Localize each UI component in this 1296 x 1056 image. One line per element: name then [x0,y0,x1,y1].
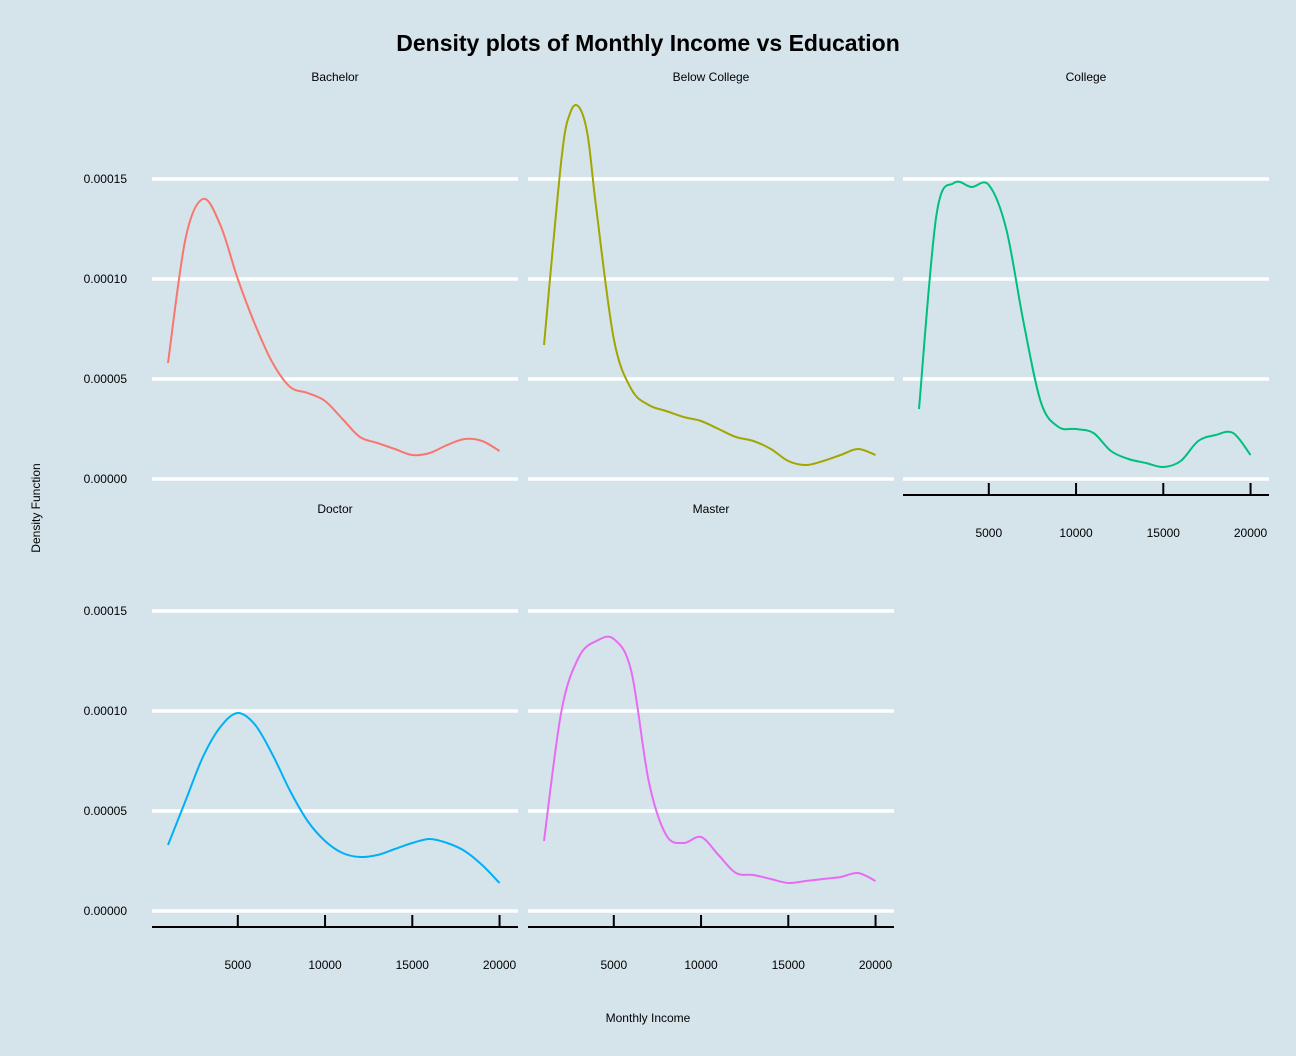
x-tick-label: 10000 [1059,526,1093,540]
chart-title: Density plots of Monthly Income vs Educa… [396,30,900,56]
x-tick-label: 5000 [224,958,251,972]
y-tick-label: 0.00015 [84,604,128,618]
y-tick-label: 0.00010 [84,272,128,286]
x-tick-label: 15000 [1147,526,1181,540]
y-tick-label: 0.00000 [84,904,128,918]
strip-label-doctor: Doctor [317,502,352,516]
density-curve-college [918,180,1252,469]
y-tick-label: 0.00005 [84,372,128,386]
x-tick-label: 20000 [859,958,893,972]
y-tick-label: 0.00015 [84,172,128,186]
y-tick-label: 0.00010 [84,704,128,718]
density-curve-doctor [167,712,501,884]
x-tick-label: 20000 [483,958,517,972]
x-tick-label: 10000 [684,958,718,972]
x-tick-label: 5000 [975,526,1002,540]
x-tick-label: 5000 [600,958,627,972]
strip-label-master: Master [693,502,730,516]
y-tick-label: 0.00005 [84,804,128,818]
x-axis-label: Monthly Income [605,1011,691,1025]
strip-label-below-college: Below College [673,70,750,84]
strip-label-college: College [1066,70,1107,84]
x-tick-label: 20000 [1234,526,1268,540]
x-tick-label: 10000 [308,958,342,972]
density-curve-below-college [543,104,876,466]
strip-label-bachelor: Bachelor [311,70,358,84]
y-tick-label: 0.00000 [84,472,128,486]
density-curve-bachelor [167,197,501,457]
x-tick-label: 15000 [396,958,430,972]
density-curve-master [543,635,877,885]
x-tick-label: 15000 [772,958,806,972]
